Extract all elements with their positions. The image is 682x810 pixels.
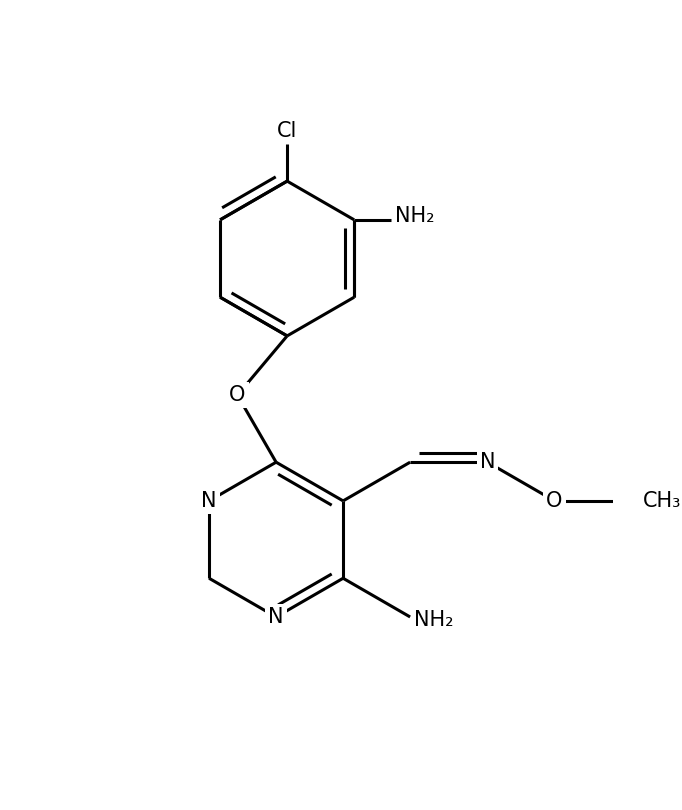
Text: O: O: [546, 491, 563, 511]
Text: NH₂: NH₂: [395, 207, 434, 227]
Text: CH₃: CH₃: [643, 491, 681, 511]
Text: O: O: [229, 386, 246, 405]
Text: N: N: [201, 491, 217, 511]
Text: N: N: [479, 452, 495, 472]
Text: Cl: Cl: [277, 121, 297, 141]
Text: N: N: [268, 607, 284, 627]
Text: NH₂: NH₂: [414, 610, 454, 630]
